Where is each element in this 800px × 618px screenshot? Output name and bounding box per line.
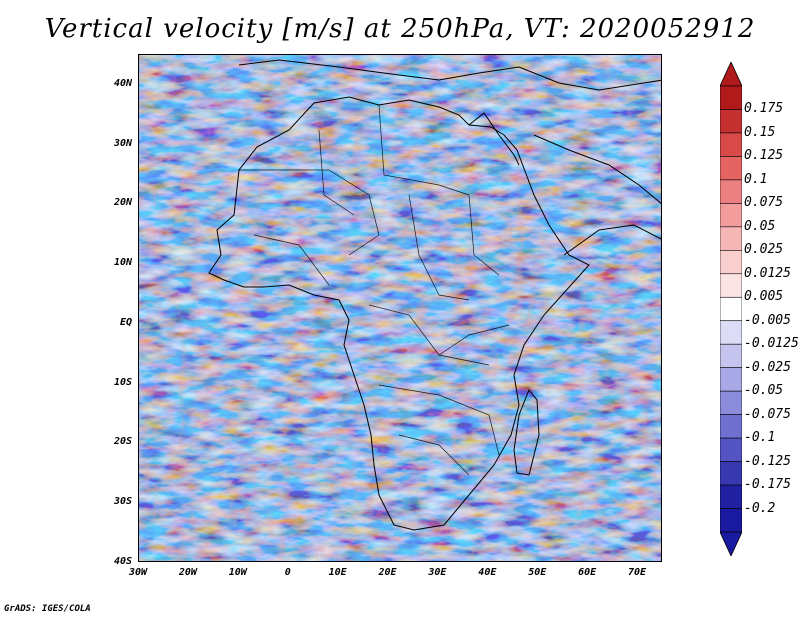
colorbar <box>720 62 742 556</box>
lat-tick-label: 10N <box>113 257 132 269</box>
colorbar-level-label: 0.05 <box>744 218 776 234</box>
lon-tick-label: 30W <box>128 567 148 578</box>
colorbar-cell <box>720 320 742 345</box>
lon-tick-label: 70E <box>628 567 647 578</box>
colorbar-cell <box>720 484 742 509</box>
colorbar-cell <box>720 226 742 251</box>
colorbar-level-label: 0.025 <box>744 242 784 258</box>
colorbar-level-label: 0.075 <box>744 195 784 211</box>
lon-tick-label: 60E <box>578 567 597 578</box>
colorbar-cell <box>720 390 742 415</box>
colorbar-cell <box>720 461 742 486</box>
colorbar-level-label: -0.2 <box>744 500 776 516</box>
colorbar-level-label: -0.125 <box>744 453 791 469</box>
colorbar-cell <box>720 109 742 134</box>
lon-tick-label: 30E <box>428 567 447 578</box>
colorbar-bottom-arrow <box>720 531 742 556</box>
lat-tick-label: 30N <box>113 137 132 149</box>
colorbar-level-label: 0.1 <box>744 171 768 187</box>
colorbar-level-label: -0.05 <box>744 383 784 399</box>
colorbar-cell <box>720 367 742 392</box>
colorbar-cell <box>720 203 742 228</box>
lat-tick-label: 20N <box>113 197 132 209</box>
map-panel <box>138 54 662 562</box>
grads-credit: GrADS: IGES/COLA <box>4 604 91 614</box>
lat-tick-label: 40N <box>113 77 132 89</box>
lat-tick-label: 40S <box>113 556 132 567</box>
lat-tick-label: 30S <box>113 496 132 508</box>
colorbar-cell <box>720 179 742 204</box>
colorbar-level-label: 0.0125 <box>744 265 791 281</box>
colorbar-cell <box>720 156 742 181</box>
colorbar-cell <box>720 250 742 275</box>
lon-tick-label: 40E <box>478 567 497 578</box>
vertical-velocity-map <box>139 55 661 561</box>
lon-tick-label: 50E <box>528 567 547 578</box>
country-borders <box>239 104 510 476</box>
colorbar-cell <box>720 414 742 439</box>
lon-tick-label: 10W <box>228 567 247 578</box>
colorbar-cell <box>720 508 742 533</box>
lat-tick-label: 20S <box>113 436 132 448</box>
lon-tick-label: 20E <box>378 567 397 578</box>
colorbar-level-label: -0.0125 <box>744 336 799 352</box>
colorbar-cell <box>720 437 742 462</box>
colorbar-level-label: -0.025 <box>744 359 791 375</box>
chart-title: Vertical velocity [m/s] at 250hPa, VT: 2… <box>44 14 756 44</box>
lon-tick-label: 0 <box>284 567 291 578</box>
colorbar-cell <box>720 343 742 368</box>
lon-tick-label: 20W <box>178 567 197 578</box>
colorbar-cell <box>720 85 742 110</box>
colorbar-level-label: 0.175 <box>744 101 784 117</box>
colorbar-level-label: 0.15 <box>744 124 776 140</box>
colorbar-level-label: -0.1 <box>744 430 776 446</box>
colorbar-level-label: -0.175 <box>744 477 791 493</box>
lat-tick-label: 10S <box>113 376 132 388</box>
colorbar-level-label: -0.005 <box>744 312 791 328</box>
colorbar-level-label: 0.125 <box>744 148 784 164</box>
colorbar-cell <box>720 132 742 157</box>
colorbar-level-label: 0.005 <box>744 289 784 305</box>
colorbar-top-arrow <box>720 62 742 87</box>
field-streaks <box>139 55 661 561</box>
colorbar-level-label: -0.075 <box>744 406 791 422</box>
lon-tick-label: 10E <box>328 567 347 578</box>
colorbar-cell <box>720 273 742 298</box>
lat-tick-label: EQ <box>119 316 132 328</box>
colorbar-cell <box>720 296 742 322</box>
coastlines <box>208 59 661 531</box>
